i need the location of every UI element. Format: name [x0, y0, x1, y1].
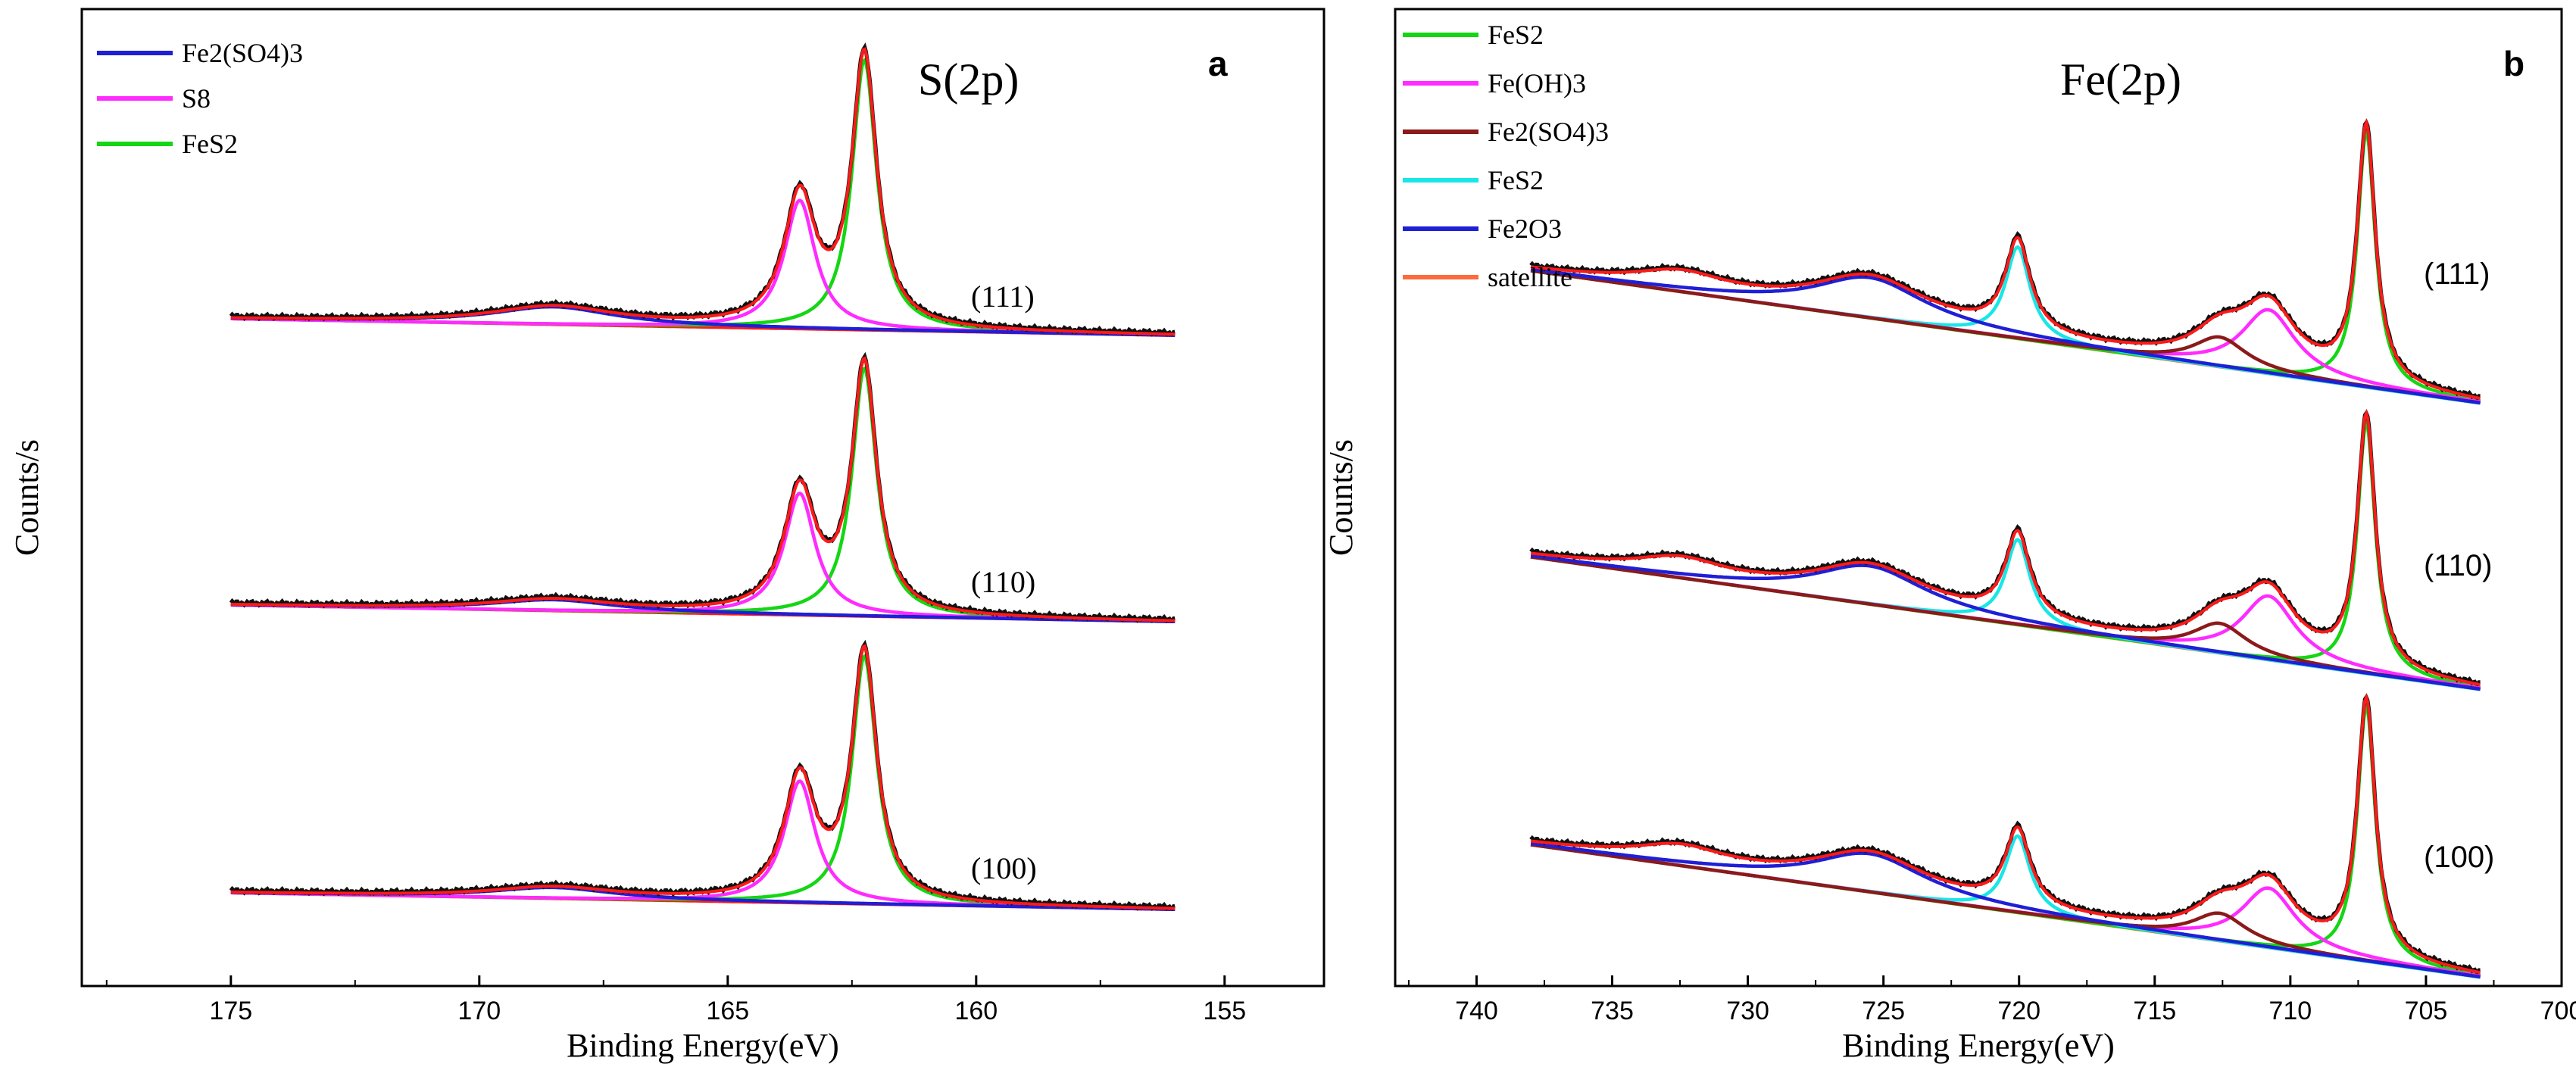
chart-title-a: S(2p) [918, 55, 1019, 105]
component-line [1530, 841, 2481, 979]
legend-entry: Fe2(SO4)3 [182, 38, 303, 68]
x-axis-b: 740 735 730 725 720 715 710 705 700 [1407, 975, 2576, 1025]
envelope-line [230, 644, 1176, 910]
spectrum-label: (111) [971, 279, 1035, 314]
spectrum-111: (111) [1529, 118, 2490, 405]
spectrum-100: (100) [1529, 692, 2494, 979]
spectrum-label: (100) [971, 851, 1037, 885]
legend-entry: Fe2(SO4)3 [1488, 117, 1609, 147]
x-tick-label: 155 [1203, 997, 1246, 1025]
plot-frame-a [80, 8, 1325, 988]
envelope-line [1530, 692, 2481, 975]
x-tick-label: 705 [2405, 997, 2448, 1025]
spectrum-label: (110) [2424, 549, 2492, 582]
spectrum-label: (111) [2424, 257, 2490, 291]
x-tick-label: 165 [706, 997, 749, 1025]
y-axis-label-a: Counts/s [8, 439, 45, 556]
envelope-line [1530, 408, 2481, 687]
x-tick-label: 725 [1862, 997, 1905, 1025]
legend-entry: FeS2 [1488, 165, 1544, 195]
x-axis-label-a: Binding Energy(eV) [567, 1027, 839, 1064]
component-line [1530, 555, 2481, 691]
raw-data-line [1529, 693, 2481, 975]
x-tick-label: 160 [954, 997, 998, 1025]
spectra-b: (111) (110) (100) [1529, 118, 2494, 979]
x-tick-label: 720 [1997, 997, 2041, 1025]
spectrum-111: (111) [229, 42, 1176, 337]
envelope-line [1530, 118, 2481, 400]
spectrum-100: (100) [229, 639, 1176, 912]
legend-entry: Fe2O3 [1488, 214, 1562, 244]
legend-entry: FeS2 [182, 129, 238, 159]
legend-b: FeS2 Fe(OH)3 Fe2(SO4)3 FeS2 Fe2O3 satellite [1403, 20, 1609, 292]
component-line [1530, 554, 2481, 691]
raw-data-line [1529, 409, 2481, 687]
x-tick-label: 730 [1726, 997, 1769, 1025]
x-tick-label: 700 [2540, 997, 2576, 1025]
plot-frame-b [1394, 8, 2563, 988]
legend-entry: Fe(OH)3 [1488, 68, 1586, 98]
chart-title-b: Fe(2p) [2060, 55, 2181, 105]
panel-b-fe2p: (111) (110) (100) 740 735 730 725 720 715 710 705… [1322, 8, 2576, 1064]
legend-entry: S8 [182, 83, 211, 114]
x-tick-label: 710 [2268, 997, 2312, 1025]
x-axis-label-b: Binding Energy(eV) [1842, 1027, 2115, 1064]
component-line [1530, 267, 2481, 405]
x-tick-label: 175 [209, 997, 252, 1025]
spectrum-110: (110) [229, 351, 1176, 624]
legend-entry: satellite [1488, 262, 1572, 292]
panel-a-s2p: (111)(110)(100) 175 170 165 160 155 a S(2p) … [8, 8, 1325, 1064]
envelope-line [230, 356, 1176, 623]
legend-entry: FeS2 [1488, 20, 1544, 50]
y-axis-label-b: Counts/s [1322, 439, 1360, 556]
panel-label-b: b [2503, 44, 2524, 83]
component-line [1530, 269, 2481, 405]
spectra-a: (111) (110) (100) [229, 42, 1176, 912]
x-tick-label: 170 [457, 997, 501, 1025]
spectrum-110: (110) [1529, 408, 2492, 691]
spectrum-label: (100) [2424, 841, 2494, 874]
x-axis-a: 175 170 165 160 155 [105, 975, 1246, 1025]
spectrum-label: (110) [971, 565, 1035, 599]
raw-data-line [1529, 118, 2481, 401]
x-tick-label: 715 [2133, 997, 2176, 1025]
envelope-line [230, 47, 1176, 336]
x-tick-label: 740 [1455, 997, 1498, 1025]
panel-label-a: a [1208, 44, 1228, 83]
x-tick-label: 735 [1591, 997, 1634, 1025]
legend-a: Fe2(SO4)3 S8 FeS2 [97, 38, 303, 159]
